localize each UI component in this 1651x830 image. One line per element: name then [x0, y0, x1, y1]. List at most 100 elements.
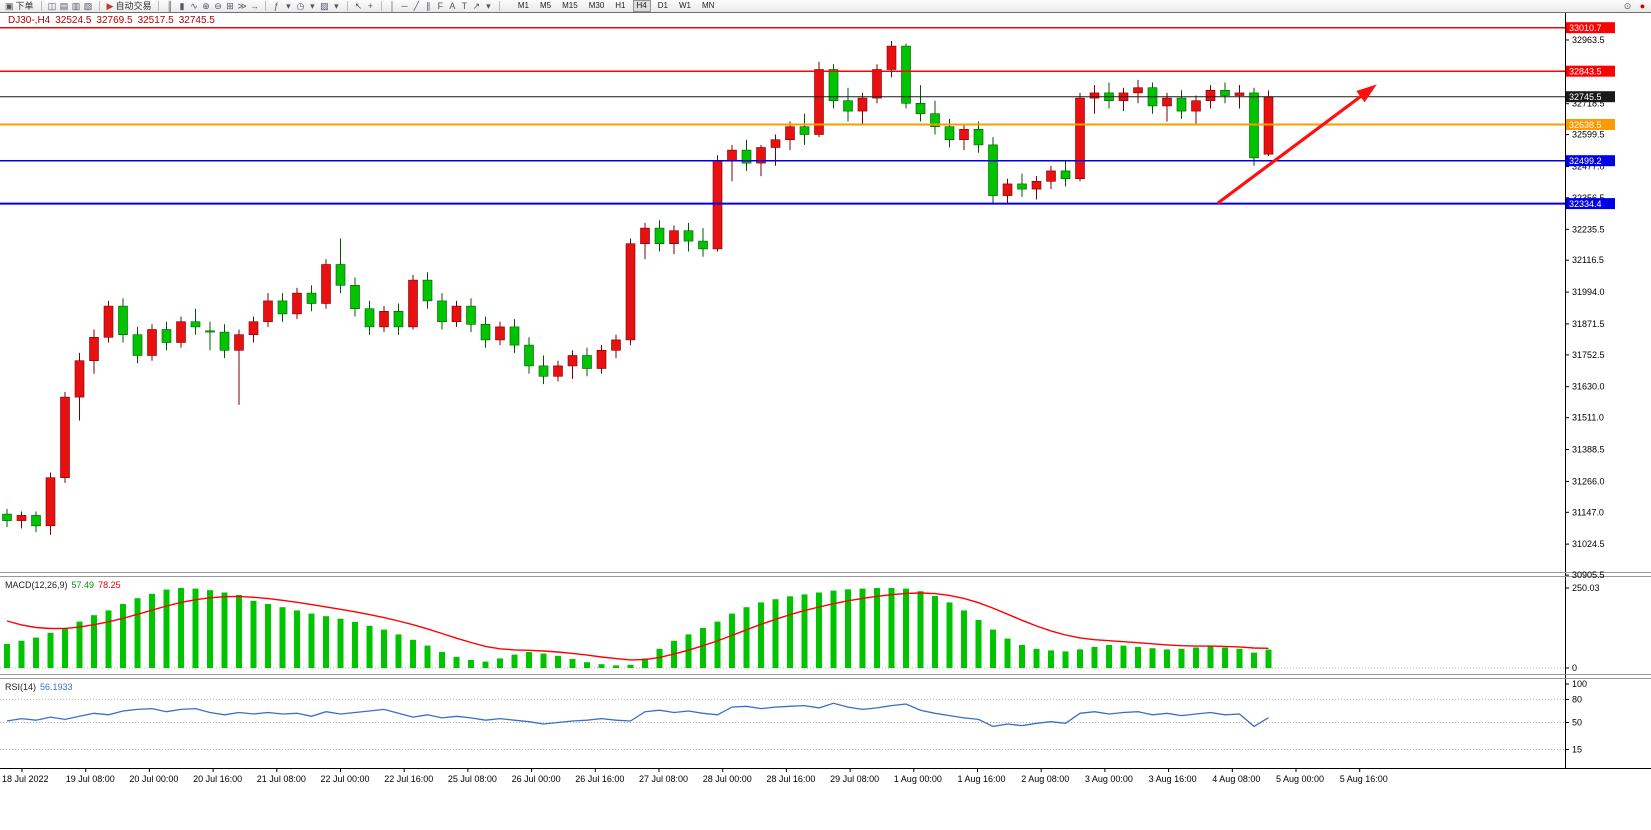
new-chart-icon[interactable]: ◫ — [47, 1, 57, 11]
cursor-icon[interactable]: ↖ — [354, 1, 363, 11]
candle-up — [567, 355, 578, 367]
macd-histogram-bar — [497, 658, 503, 668]
macd-histogram-bar — [192, 588, 199, 668]
macd-histogram-bar — [845, 589, 851, 668]
timeframe-button-m30[interactable]: M30 — [588, 1, 605, 10]
candle-down — [582, 355, 592, 369]
candle-down — [335, 264, 346, 286]
rsi-value: 56.1933 — [40, 682, 73, 692]
candle-up — [625, 243, 636, 341]
rsi-indicator-label: RSI(14) 56.1933 — [5, 682, 73, 692]
timeframe-button-m15[interactable]: M15 — [562, 1, 578, 10]
candle-down — [944, 126, 955, 140]
timeframe-button-h1[interactable]: H1 — [615, 1, 626, 10]
text-label-icon[interactable]: T — [461, 1, 468, 11]
macd-histogram-bar — [1178, 648, 1185, 668]
candle-down — [480, 323, 491, 341]
candle-down — [437, 300, 447, 322]
zoom-in-icon[interactable]: ⊕ — [202, 1, 210, 11]
rsi-axis-label: 100 — [1572, 679, 1587, 689]
timeframe-button-h4[interactable]: H4 — [632, 0, 651, 12]
price-badge — [1566, 198, 1615, 210]
autotrading-icon: ▶ — [106, 1, 114, 11]
periods-dropdown-icon[interactable]: ▾ — [310, 1, 315, 11]
line-chart-icon[interactable]: ∿ — [190, 1, 198, 11]
time-axis-label: 20 Jul 00:00 — [129, 774, 178, 784]
candle-up — [1234, 92, 1245, 96]
candle-up — [176, 321, 186, 343]
macd-histogram-bar — [830, 590, 837, 668]
candle-up — [872, 69, 882, 99]
macd-histogram-bar — [1207, 646, 1214, 668]
alert-icon[interactable]: ● — [1639, 1, 1646, 11]
macd-axis-label: 250.03 — [1572, 583, 1600, 593]
new-order-label: 下单 — [15, 1, 34, 11]
candle-down — [973, 129, 984, 146]
fibonacci-icon[interactable]: F — [437, 1, 444, 11]
periods-icon[interactable]: ◷ — [296, 1, 305, 11]
zoom-out-icon[interactable]: ⊖ — [214, 1, 222, 11]
price-axis-label: 32356.5 — [1572, 193, 1605, 203]
macd-histogram-bar — [961, 610, 967, 668]
time-axis-label: 27 Jul 08:00 — [639, 774, 688, 784]
candlestick-icon[interactable]: ▮ — [179, 1, 185, 11]
timeframe-button-w1[interactable]: W1 — [678, 1, 691, 10]
macd-histogram-bar — [1265, 649, 1272, 668]
timeframe-button-m5[interactable]: M5 — [540, 1, 552, 10]
text-icon[interactable]: A — [449, 1, 456, 11]
navigator-icon[interactable]: ▧ — [83, 1, 93, 11]
candle-down — [915, 103, 926, 115]
chart-symbol-timeframe: DJ30-,H4 — [8, 15, 51, 26]
autotrading-button[interactable]: ▶ 自动交易 — [105, 0, 154, 12]
candle-down — [828, 69, 839, 102]
macd-histogram-bar — [163, 589, 170, 668]
candle-down — [1017, 183, 1027, 190]
horizontal-line-icon[interactable]: ─ — [401, 1, 408, 11]
candle-up — [321, 264, 331, 304]
market-watch-icon[interactable]: ▥ — [71, 1, 81, 11]
macd-histogram-bar — [178, 588, 184, 668]
equidistant-channel-icon[interactable]: ∥ — [426, 1, 431, 11]
price-axis-label: 31871.5 — [1572, 319, 1605, 329]
bar-chart-icon[interactable]: ║ — [166, 1, 174, 11]
macd-histogram-bar — [1004, 638, 1011, 668]
templates-dropdown-icon[interactable]: ▾ — [334, 1, 339, 11]
time-axis-label: 29 Jul 08:00 — [830, 774, 879, 784]
auto-scroll-icon[interactable]: ≫ — [237, 1, 247, 11]
time-axis-label: 21 Jul 08:00 — [257, 774, 306, 784]
price-axis-label: 31752.5 — [1572, 350, 1605, 360]
candle-up — [1031, 181, 1042, 190]
timeframe-button-mn[interactable]: MN — [701, 1, 715, 10]
arrows-dropdown-icon[interactable]: ▾ — [486, 1, 491, 11]
vertical-line-icon[interactable]: │ — [389, 1, 396, 11]
crosshair-icon[interactable]: + — [367, 1, 374, 11]
macd-histogram-bar — [787, 596, 793, 668]
candle-up — [248, 321, 259, 336]
new-order-button[interactable]: ▣ 下单 — [3, 0, 36, 12]
tile-windows-icon[interactable]: ⊞ — [226, 1, 234, 11]
macd-histogram-bar — [279, 607, 286, 668]
macd-histogram-bar — [743, 607, 750, 668]
templates-icon[interactable]: ▨ — [320, 1, 329, 11]
timeframe-button-m1[interactable]: M1 — [517, 1, 530, 10]
macd-histogram-bar — [598, 664, 605, 668]
candle-up — [45, 477, 56, 527]
price-axis-label: 31266.0 — [1572, 476, 1605, 486]
macd-histogram-bar — [816, 592, 822, 668]
time-axis-label: 1 Aug 00:00 — [894, 774, 942, 784]
indicators-dropdown-icon[interactable]: ▾ — [286, 1, 291, 11]
indicators-icon[interactable]: ƒ — [273, 1, 279, 11]
chart-shift-icon[interactable]: → — [249, 1, 259, 11]
arrows-icon[interactable]: ↗ — [472, 1, 481, 11]
time-axis-label: 28 Jul 00:00 — [703, 774, 752, 784]
macd-histogram-bar — [120, 604, 126, 668]
macd-histogram-bar — [308, 613, 315, 668]
macd-histogram-bar — [410, 639, 416, 668]
macd-histogram-bar — [91, 615, 97, 668]
candle-up — [712, 160, 723, 250]
trendline-icon[interactable]: ╱ — [413, 1, 420, 11]
timeframe-button-d1[interactable]: D1 — [657, 1, 668, 10]
search-icon[interactable]: ⊙ — [1623, 1, 1632, 11]
profiles-icon[interactable]: ▤ — [59, 1, 69, 11]
